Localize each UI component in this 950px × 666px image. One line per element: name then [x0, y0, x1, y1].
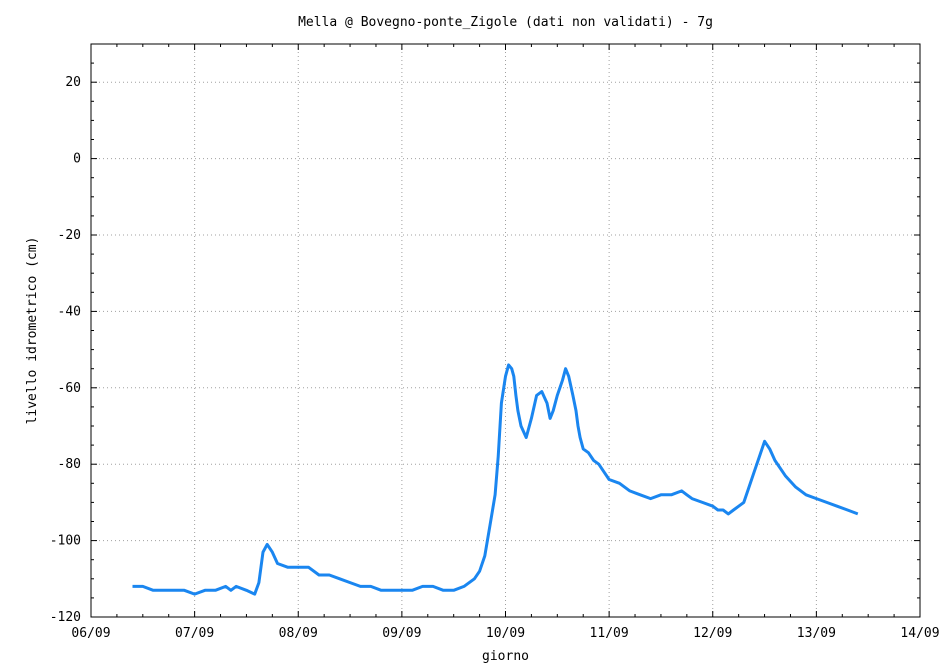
- y-tick-labels: -120 -100 -80 -60 -40 -20 0 20: [50, 75, 81, 625]
- y-tick-label: -40: [58, 304, 81, 319]
- grid-lines: [91, 44, 920, 617]
- x-tick-label: 14/09: [900, 626, 939, 641]
- x-tick-label: 08/09: [279, 626, 318, 641]
- y-tick-label: -20: [58, 228, 81, 243]
- x-tick-label: 13/09: [797, 626, 836, 641]
- series-line-livello: [132, 363, 859, 596]
- x-tick-label: 09/09: [382, 626, 421, 641]
- y-axis-label: livello idrometrico (cm): [25, 237, 40, 425]
- y-tick-label: -60: [58, 381, 81, 396]
- y-tick-label: -80: [58, 457, 81, 472]
- x-tick-label: 12/09: [693, 626, 732, 641]
- y-tick-label: -100: [50, 534, 81, 549]
- x-tick-label: 07/09: [175, 626, 214, 641]
- x-tick-label: 11/09: [590, 626, 629, 641]
- x-tick-label: 06/09: [71, 626, 110, 641]
- y-tick-label: 20: [65, 75, 81, 90]
- chart-title: Mella @ Bovegno-ponte_Zigole (dati non v…: [298, 15, 713, 30]
- x-axis-label: giorno: [482, 649, 529, 664]
- x-tick-label: 10/09: [486, 626, 525, 641]
- y-tick-label: 0: [73, 152, 81, 167]
- y-tick-label: -120: [50, 610, 81, 625]
- x-tick-labels: 06/09 07/09 08/09 09/09 10/09 11/09 12/09 13/09…: [71, 626, 939, 641]
- axis-ticks: [90, 43, 921, 618]
- plot-frame: [90, 43, 921, 618]
